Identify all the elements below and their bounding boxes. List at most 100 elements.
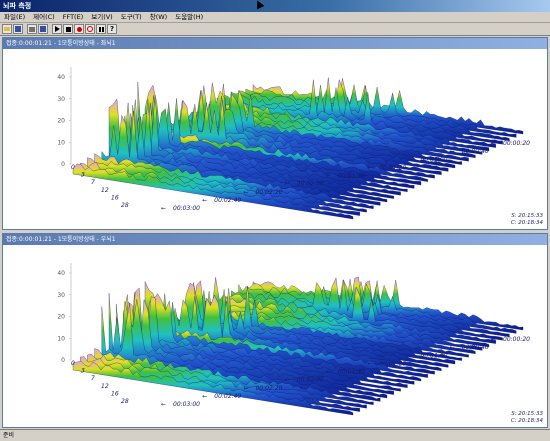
depth-tick-label: 0 (71, 360, 75, 367)
time-tick-label: 00:02:40 (214, 197, 241, 204)
current-time: C: 20:18:34 (511, 418, 544, 424)
save-as-button[interactable] (38, 24, 48, 34)
spectrum-row (195, 306, 469, 358)
time-tick-label: 00:01:20 (379, 164, 406, 171)
y-tick-label: 10 (57, 139, 65, 146)
spectrum-row (94, 348, 374, 405)
stop-button[interactable] (63, 24, 73, 34)
folder-icon (4, 27, 10, 31)
play-button[interactable] (52, 24, 62, 34)
time-tick-label: 00:00:40 (462, 148, 489, 155)
open-button[interactable] (2, 24, 12, 34)
start-time: S: 20:15:33 (511, 411, 543, 417)
menu-help[interactable]: 도움말(H) (175, 13, 204, 21)
spectrum-row (152, 324, 428, 378)
time-arrow: ← (367, 360, 372, 367)
y-tick-label: 0 (61, 357, 65, 364)
time-arrow: ← (285, 181, 290, 188)
stop-icon (65, 26, 71, 32)
depth-tick-label: 3 (81, 368, 85, 375)
menu-file[interactable]: 파일(E) (4, 13, 26, 21)
pause-icon (98, 26, 104, 32)
depth-tick-label: 12 (101, 383, 109, 390)
y-tick-label: 0 (61, 161, 65, 168)
time-arrow: ← (491, 336, 496, 343)
stop-record-button[interactable] (85, 24, 95, 34)
help-button[interactable]: ? (107, 24, 117, 34)
spectrum-row (245, 78, 517, 138)
spectrum-row (116, 99, 394, 199)
time-tick-label: 00:02:40 (214, 393, 241, 400)
y-tick-label: 30 (57, 96, 65, 103)
spectrogram-plot[interactable]: 40 30 20 10 0 0 3 7 12 16 28 00:00:20 ← 00:00:40 ← 00:0… (3, 49, 547, 229)
record-icon (76, 26, 82, 32)
spectrum-row (144, 281, 422, 382)
time-tick-label: 00:02:00 (297, 181, 324, 188)
spectrum-row (130, 292, 408, 388)
time-tick-label: 00:00:40 (462, 344, 489, 351)
time-tick-label: 00:02:20 (256, 189, 283, 196)
time-arrow: ← (161, 401, 166, 408)
spectrum-row (152, 131, 428, 182)
time-tick-label: 00:01:40 (338, 369, 365, 376)
time-arrow: ← (450, 344, 455, 351)
menu-view[interactable]: 보기(V) (91, 13, 113, 21)
spectrum-row (188, 277, 462, 361)
spectrum-row (180, 82, 456, 169)
spectrum-row (101, 303, 381, 402)
question-icon: ? (109, 25, 115, 33)
right-brain-pane: 접종:0:00:01:21 - 1모퉁이방상태 - 우뇌1 40 30 20 10 0 0… (2, 233, 548, 428)
time-arrow: ← (367, 164, 372, 171)
menu-tools[interactable]: 도구(T) (120, 13, 142, 21)
spectrum-row (108, 98, 388, 203)
time-tick-label: 00:01:00 (421, 352, 448, 359)
time-arrow: ← (202, 197, 207, 204)
time-tick-label: 00:02:20 (256, 385, 283, 392)
time-tick-label: 00:02:00 (297, 377, 324, 384)
current-time: C: 20:18:34 (511, 220, 544, 226)
save-button[interactable] (13, 24, 23, 34)
spectrum-row (123, 287, 401, 392)
pane-title: 접종:0:00:01:21 - 1모퉁이방상태 - 좌뇌1 (3, 38, 547, 49)
spectrum-row (216, 98, 490, 152)
depth-tick-label: 16 (111, 194, 119, 201)
spectrum-row (72, 360, 354, 416)
time-arrow: ← (326, 173, 331, 180)
spectrum-row (216, 296, 490, 348)
menu-fft[interactable]: FFT(E) (62, 13, 84, 21)
play-icon (54, 26, 60, 32)
waterfall-layer (72, 276, 524, 416)
print-button[interactable] (27, 24, 37, 34)
spectrum-row (144, 84, 422, 186)
spectrum-row (123, 94, 401, 196)
spectrogram-plot[interactable]: 40 30 20 10 0 0 3 7 12 16 28 00:00:20 ← 00:00:40 ← 00:0… (3, 245, 547, 427)
spectrum-row (108, 293, 388, 399)
time-arrow: ← (450, 148, 455, 155)
spectrum-row (180, 280, 456, 365)
pane-title: 접종:0:00:01:21 - 1모퉁이방상태 - 우뇌1 (3, 234, 547, 245)
y-tick-label: 10 (57, 335, 65, 342)
depth-tick-label: 7 (91, 375, 95, 382)
y-tick-label: 40 (57, 270, 65, 277)
time-tick-label: 00:00:20 (503, 140, 530, 147)
spectrum-row (159, 294, 435, 375)
status-bar: 준비 (0, 429, 550, 440)
menu-window[interactable]: 창(W) (149, 13, 168, 21)
spectrum-row (202, 107, 476, 158)
pause-button[interactable] (96, 24, 106, 34)
spectrum-row (231, 277, 503, 341)
y-tick-label: 40 (57, 74, 65, 81)
time-tick-label: 00:03:00 (173, 401, 200, 408)
time-arrow: ← (244, 385, 249, 392)
time-arrow: ← (244, 189, 249, 196)
time-arrow: ← (409, 156, 414, 163)
menu-control[interactable]: 제어(C) (33, 13, 55, 21)
time-arrow: ← (285, 377, 290, 384)
status-text: 준비 (3, 432, 15, 439)
start-time: S: 20:15:33 (511, 213, 543, 219)
record-stop-icon (87, 26, 93, 32)
record-button[interactable] (74, 24, 84, 34)
spectrum-row (224, 286, 496, 344)
